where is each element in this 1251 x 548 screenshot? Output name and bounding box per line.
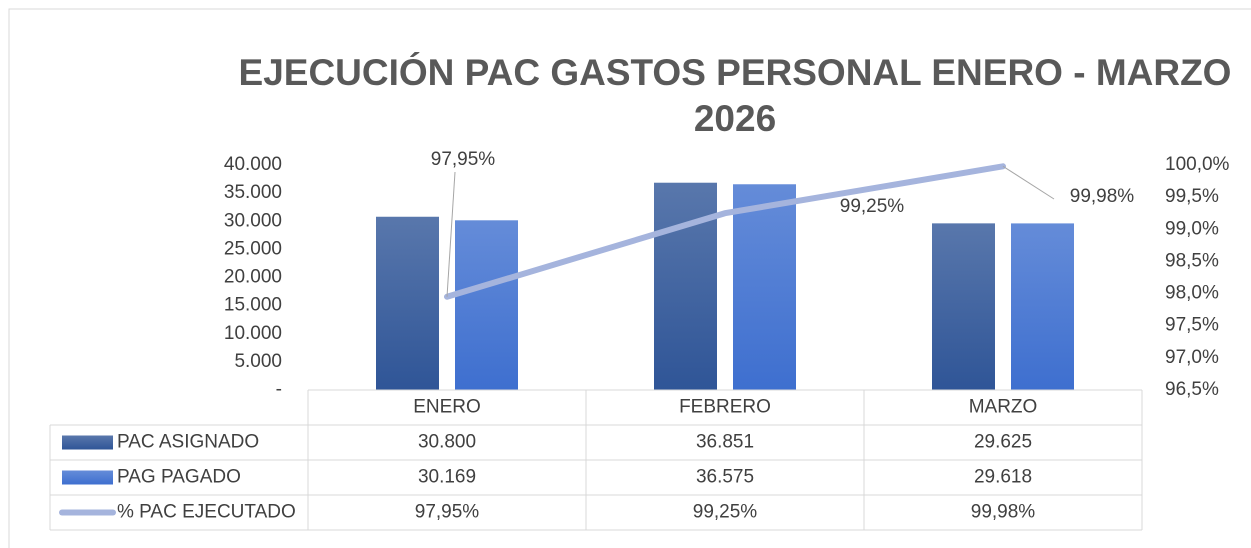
y2-tick-label: 98,0% bbox=[1165, 283, 1219, 304]
chart-title: 2026 bbox=[694, 98, 776, 139]
legend-label: PAG PAGADO bbox=[117, 467, 241, 488]
y-tick-label: 10.000 bbox=[224, 323, 282, 344]
y-tick-label: 20.000 bbox=[224, 267, 282, 288]
y2-tick-label: 96,5% bbox=[1165, 379, 1219, 400]
legend-key bbox=[62, 435, 113, 450]
x-tick-label: FEBRERO bbox=[679, 397, 771, 418]
table-cell: 29.625 bbox=[974, 432, 1032, 453]
table-cell: 36.575 bbox=[696, 467, 754, 488]
y2-tick-label: 97,5% bbox=[1165, 315, 1219, 336]
bar bbox=[455, 220, 518, 390]
x-tick-label: MARZO bbox=[969, 397, 1038, 418]
table-cell: 99,25% bbox=[693, 502, 758, 523]
table-cell: 99,98% bbox=[971, 502, 1036, 523]
y-tick-label: 15.000 bbox=[224, 295, 282, 316]
y-tick-label: 5.000 bbox=[234, 351, 282, 372]
leader-line bbox=[446, 171, 456, 297]
x-tick-label: ENERO bbox=[413, 397, 481, 418]
y-tick-label: - bbox=[276, 379, 282, 400]
y-tick-label: 25.000 bbox=[224, 238, 282, 259]
table-cell: 29.618 bbox=[974, 467, 1032, 488]
bar bbox=[1011, 223, 1074, 390]
legend-key bbox=[62, 470, 113, 485]
table-cell: 97,95% bbox=[415, 502, 480, 523]
table-cell: 36.851 bbox=[696, 432, 754, 453]
data-label: 97,95% bbox=[431, 149, 496, 170]
line bbox=[444, 163, 1006, 300]
bar bbox=[932, 223, 995, 390]
y2-tick-label: 98,5% bbox=[1165, 250, 1219, 271]
y2-tick-label: 97,0% bbox=[1165, 347, 1219, 368]
bar bbox=[654, 182, 717, 390]
leader-line bbox=[1002, 165, 1055, 200]
table-cell: 30.169 bbox=[418, 467, 476, 488]
legend-label: PAC ASIGNADO bbox=[117, 432, 259, 453]
bar bbox=[376, 216, 439, 390]
bar bbox=[733, 184, 796, 390]
y2-tick-label: 99,5% bbox=[1165, 186, 1219, 207]
y2-tick-label: 99,0% bbox=[1165, 218, 1219, 239]
table-cell: 30.800 bbox=[418, 432, 476, 453]
y-tick-label: 35.000 bbox=[224, 182, 282, 203]
y2-tick-label: 100,0% bbox=[1165, 154, 1230, 175]
data-label: 99,98% bbox=[1070, 186, 1135, 207]
y-tick-label: 40.000 bbox=[224, 154, 282, 175]
data-label: 99,25% bbox=[840, 196, 905, 217]
chart-title: EJECUCIÓN PAC GASTOS PERSONAL ENERO - MA… bbox=[239, 51, 1232, 93]
y-tick-label: 30.000 bbox=[224, 210, 282, 231]
legend-label: % PAC EJECUTADO bbox=[117, 502, 296, 523]
